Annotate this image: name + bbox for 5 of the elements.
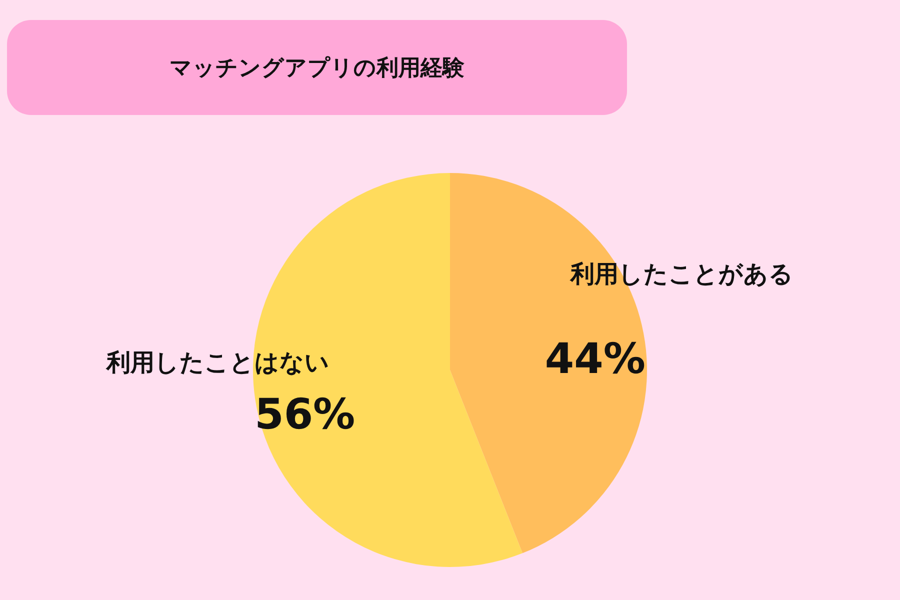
chart-title: マッチングアプリの利用経験 [170,54,464,82]
slice-label: 利用したことはない [105,348,330,377]
data-label: 44% [544,334,646,384]
slice-label: 利用したことがある [570,260,794,288]
data-label: 56% [254,390,356,439]
